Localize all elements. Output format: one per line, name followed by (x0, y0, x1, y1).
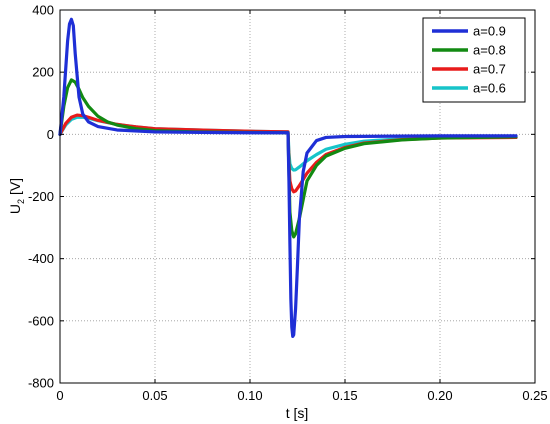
y-ticks: -800 -600 -400 -200 0 200 400 (28, 3, 535, 391)
y-axis-label: U2 [V] (7, 178, 26, 214)
y-tick-label: 200 (32, 65, 54, 80)
x-ticks: 0 0.05 0.10 0.15 0.20 0.25 (56, 10, 548, 403)
y-tick-label: 400 (32, 3, 54, 18)
y-axis-label-subscript: 2 (16, 199, 26, 204)
y-axis-label-main: U (7, 204, 23, 214)
legend-label: a=0.9 (473, 24, 506, 39)
series-line-a-0-9 (58, 17, 518, 338)
x-tick-label: 0.05 (142, 388, 167, 403)
y-tick-label: 0 (47, 127, 54, 142)
x-axis-label: t [s] (286, 405, 309, 421)
legend: a=0.9 a=0.8 a=0.7 a=0.6 (422, 17, 526, 103)
y-tick-label: -600 (28, 313, 54, 328)
y-axis-label-unit: [V] (7, 178, 23, 199)
legend-label: a=0.7 (473, 62, 506, 77)
x-tick-label: 0.15 (332, 388, 357, 403)
x-tick-label: 0.20 (427, 388, 452, 403)
series-group (58, 17, 518, 338)
y-tick-label: -400 (28, 251, 54, 266)
x-tick-label: 0.10 (237, 388, 262, 403)
x-tick-label: 0 (56, 388, 63, 403)
x-tick-label: 0.25 (522, 388, 547, 403)
legend-label: a=0.6 (473, 81, 506, 96)
y-tick-label: -800 (28, 376, 54, 391)
legend-label: a=0.8 (473, 43, 506, 58)
y-tick-label: -200 (28, 189, 54, 204)
